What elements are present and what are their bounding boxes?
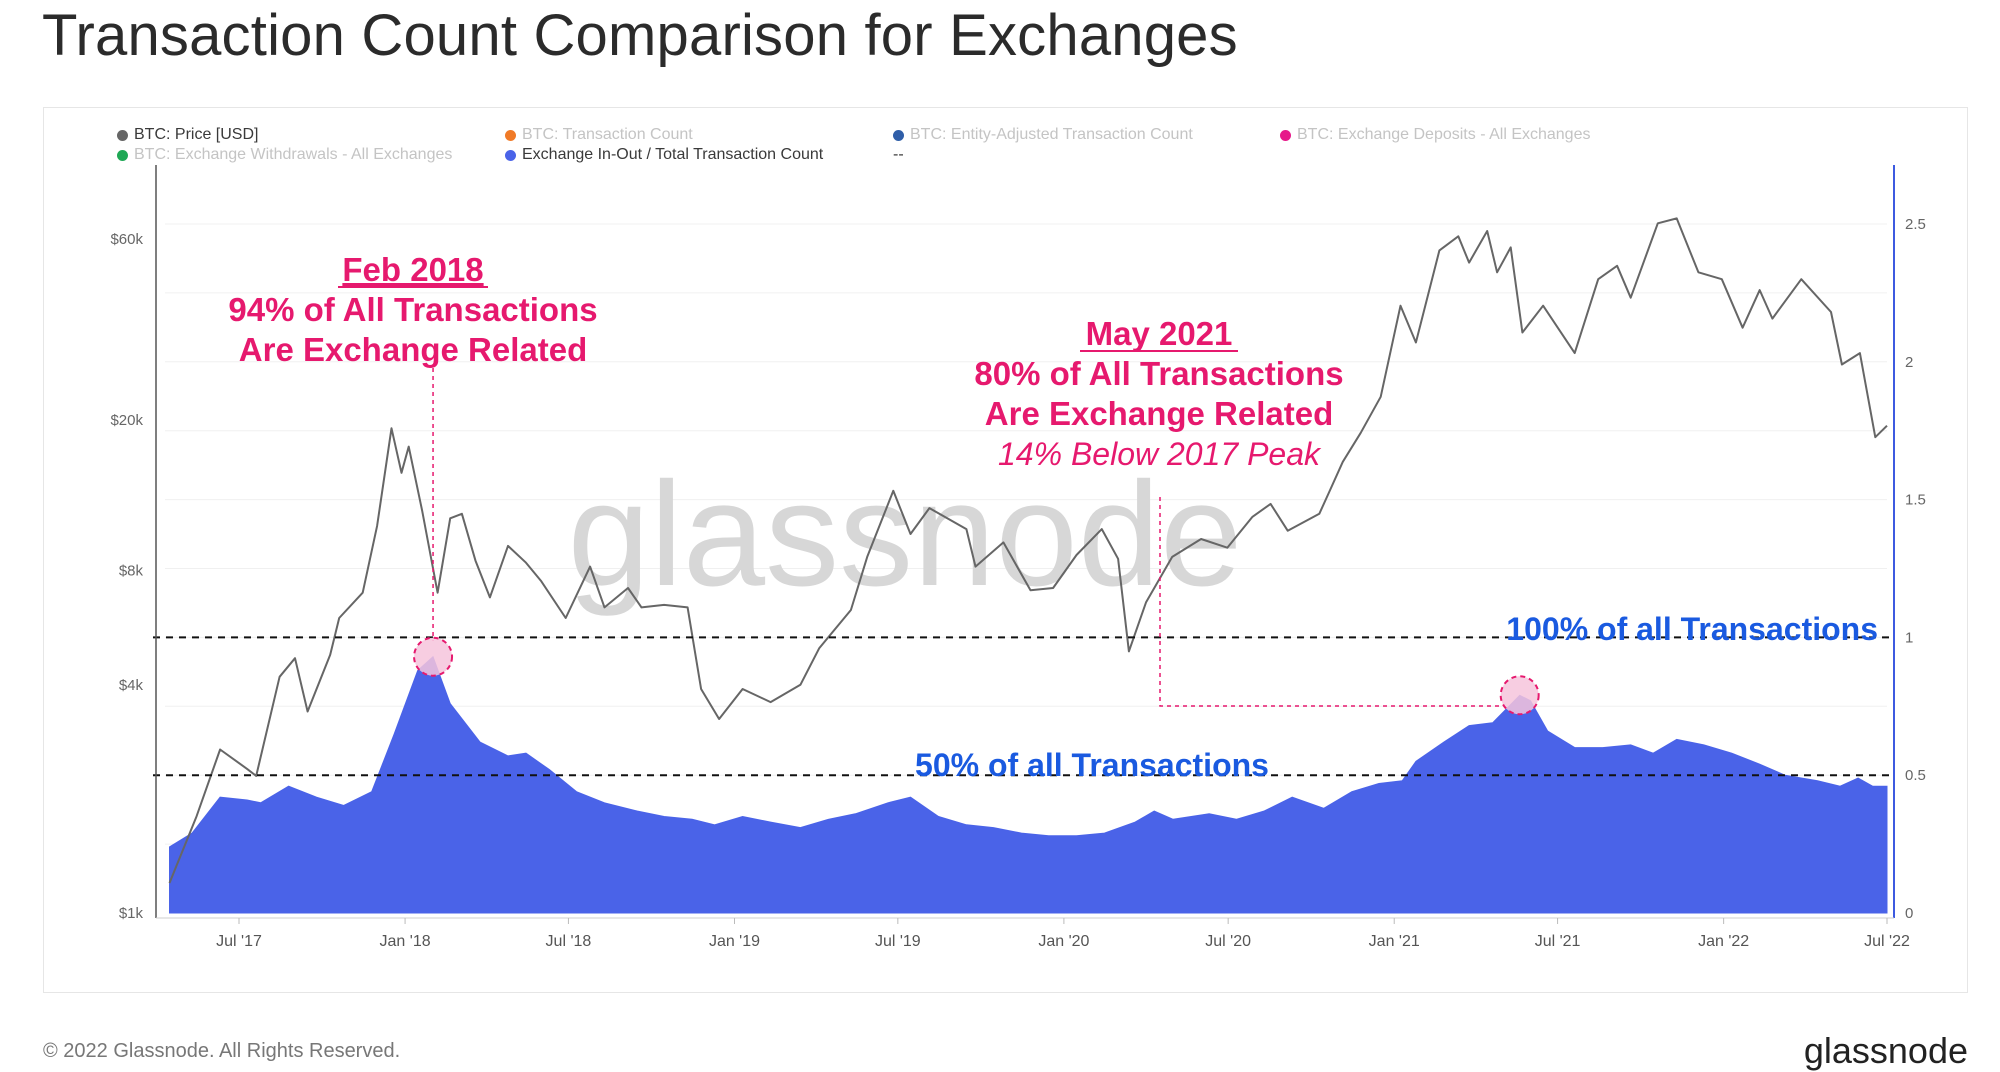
legend-item[interactable]: BTC: Price [USD] <box>117 126 258 144</box>
x-tick-label: Jul '19 <box>875 933 921 950</box>
y-right-tick-label: 1.5 <box>1905 492 1926 509</box>
legend-item[interactable]: -- <box>893 146 904 164</box>
x-tick-label: Jul '18 <box>546 933 592 950</box>
legend-label: BTC: Transaction Count <box>522 126 693 143</box>
y-right-tick-label: 0.5 <box>1905 767 1926 784</box>
chart-frame <box>43 107 1968 993</box>
y-right-tick-label: 0 <box>1905 905 1913 922</box>
legend-item[interactable]: BTC: Transaction Count <box>505 126 693 144</box>
may2021-line4: 14% Below 2017 Peak <box>998 436 1322 472</box>
level50-label: 50% of all Transactions <box>915 747 1269 783</box>
level100-label: 100% of all Transactions <box>1506 611 1878 647</box>
legend-label: BTC: Entity-Adjusted Transaction Count <box>910 126 1193 143</box>
legend-swatch <box>505 149 516 161</box>
legend-swatch <box>117 129 128 141</box>
legend-label: -- <box>893 146 904 163</box>
may2021-highlight-circle <box>1499 675 1540 716</box>
legend-item[interactable]: Exchange In-Out / Total Transaction Coun… <box>505 146 823 164</box>
legend-label: Exchange In-Out / Total Transaction Coun… <box>522 146 824 163</box>
chart-title: Transaction Count Comparison for Exchang… <box>42 3 1238 68</box>
copyright-text: © 2022 Glassnode. All Rights Reserved. <box>43 1040 401 1062</box>
legend-swatch <box>893 129 904 141</box>
price-line-series <box>168 217 1888 884</box>
legend-label: BTC: Exchange Withdrawals - All Exchange… <box>134 146 453 163</box>
legend-label: BTC: Exchange Deposits - All Exchanges <box>1297 126 1591 143</box>
y-right-tick-label: 2 <box>1905 354 1913 371</box>
legend-swatch <box>1280 129 1291 141</box>
x-tick-label: Jan '19 <box>709 933 760 950</box>
ratio-area-series <box>168 655 1888 914</box>
x-tick-label: Jul '21 <box>1535 933 1581 950</box>
may2021-line2: 80% of All Transactions <box>974 355 1343 392</box>
y-right-tick-label: 2.5 <box>1905 216 1926 233</box>
legend-item[interactable]: BTC: Exchange Deposits - All Exchanges <box>1280 126 1590 144</box>
feb2018-line2: 94% of All Transactions <box>228 291 597 328</box>
may2021-leader-line <box>1159 497 1500 707</box>
x-tick-label: Jan '22 <box>1698 933 1749 950</box>
watermark-text: glassnode <box>568 452 1243 617</box>
feb2018-line3: Are Exchange Related <box>239 331 587 368</box>
legend-swatch <box>505 129 516 141</box>
legend-label: BTC: Price [USD] <box>134 126 259 143</box>
x-tick-label: Jan '21 <box>1369 933 1420 950</box>
may2021-line3: Are Exchange Related <box>985 395 1333 432</box>
legend-item[interactable]: BTC: Exchange Withdrawals - All Exchange… <box>117 146 452 164</box>
x-tick-label: Jul '22 <box>1864 933 1910 950</box>
y-left-tick-label: $8k <box>119 563 144 580</box>
x-tick-label: Jul '20 <box>1205 933 1251 950</box>
y-right-tick-label: 1 <box>1905 629 1913 646</box>
y-left-tick-label: $20k <box>110 412 143 429</box>
feb2018-highlight-circle <box>413 636 454 677</box>
x-tick-label: Jul '17 <box>216 933 262 950</box>
y-left-tick-label: $60k <box>110 231 143 248</box>
may2021-title: May 2021 <box>1086 315 1233 352</box>
x-tick-label: Jan '18 <box>380 933 431 950</box>
y-left-tick-label: $4k <box>119 677 144 694</box>
reference-lines <box>153 636 1890 777</box>
legend-swatch <box>117 149 128 161</box>
legend-item[interactable]: BTC: Entity-Adjusted Transaction Count <box>893 126 1193 144</box>
brand-logo: glassnode <box>1803 1030 1968 1071</box>
axes: $1k $4k $8k $20k $60k 0 0.5 1 1.5 2 2.5 Jul '17 Jan … <box>110 165 1926 950</box>
y-left-tick-label: $1k <box>119 905 144 922</box>
x-tick-label: Jan '20 <box>1038 933 1089 950</box>
feb2018-title: Feb 2018 <box>342 251 483 288</box>
